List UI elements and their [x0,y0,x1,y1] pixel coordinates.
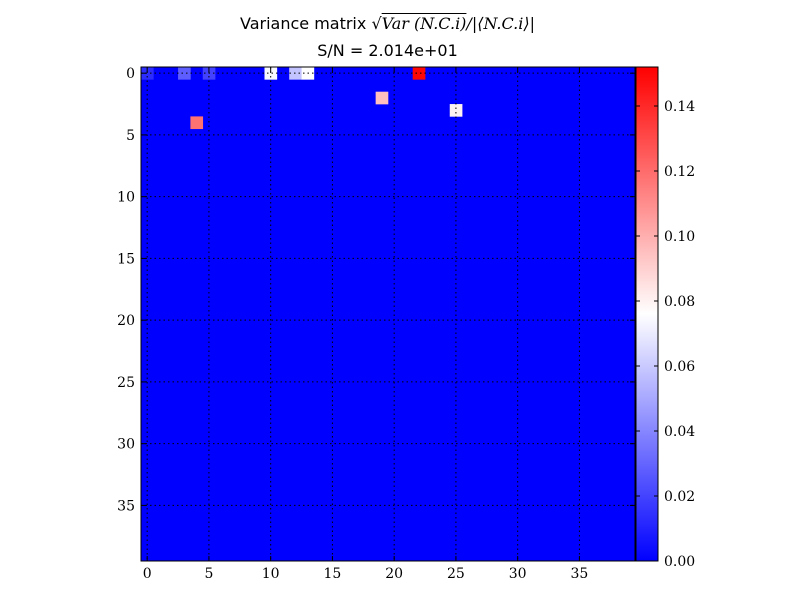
colorbar-tick-label: 0.04 [664,424,695,440]
chart-subtitle: S/N = 2.014e+01 [317,41,458,60]
x-tick-label: 15 [324,566,342,582]
heatmap-cell [141,67,154,80]
colorbar-tick-label: 0.08 [664,294,695,310]
heatmap-background [141,67,635,561]
y-tick-label: 15 [117,251,135,267]
y-tick-label: 10 [117,190,135,206]
colorbar-tick-label: 0.06 [664,359,695,375]
title-sqrt-body: Var (N.C.i) [381,14,467,33]
title-prefix: Variance matrix [239,14,372,33]
heatmap-cell [178,67,191,80]
x-tick-label: 35 [571,566,589,582]
colorbar-frame [635,66,659,562]
colorbar-tick-label: 0.00 [664,554,695,570]
title-sqrt-symbol: √ [371,14,382,33]
y-tick-label: 0 [126,66,135,82]
y-tick-label: 35 [117,498,135,514]
colorbar-tick-label: 0.14 [664,99,695,115]
colorbar-tick-label: 0.10 [664,229,695,245]
x-tick-label: 5 [204,566,213,582]
heatmap-cell [449,104,463,117]
axes: 0 5 10 15 20 25 30 35 0 5 10 15 20 25 30 35 [117,66,636,582]
grid-lines [141,67,635,561]
heatmap-cell [289,67,302,80]
colorbar-tick-label: 0.12 [664,164,695,180]
y-tick-label: 20 [117,313,135,329]
colorbar-tick-label: 0.02 [664,489,695,505]
title-suffix: /|⟨N.C.i⟩| [466,14,536,33]
x-tick-label: 0 [143,566,152,582]
heatmap-cell [412,67,426,80]
heatmap-plot-area [141,67,635,561]
heatmap-cell [375,91,389,105]
y-tick-label: 30 [117,437,135,453]
x-tick-label: 25 [447,566,465,582]
y-tick-label: 5 [126,128,135,144]
x-tick-label: 30 [509,566,527,582]
x-tick-label: 20 [385,566,403,582]
colorbar: 0.00 0.02 0.04 0.06 0.08 0.10 0.12 0.14 [635,66,695,570]
y-tick-label: 25 [117,375,135,391]
heatmap-cell [190,116,204,130]
colorbar-gradient [636,67,658,561]
chart-title: Variance matrix √Var (N.C.i)/|⟨N.C.i⟩| [140,12,635,36]
x-tick-label: 10 [262,566,280,582]
plot-frame [140,66,636,562]
heatmap-cell [264,67,278,80]
